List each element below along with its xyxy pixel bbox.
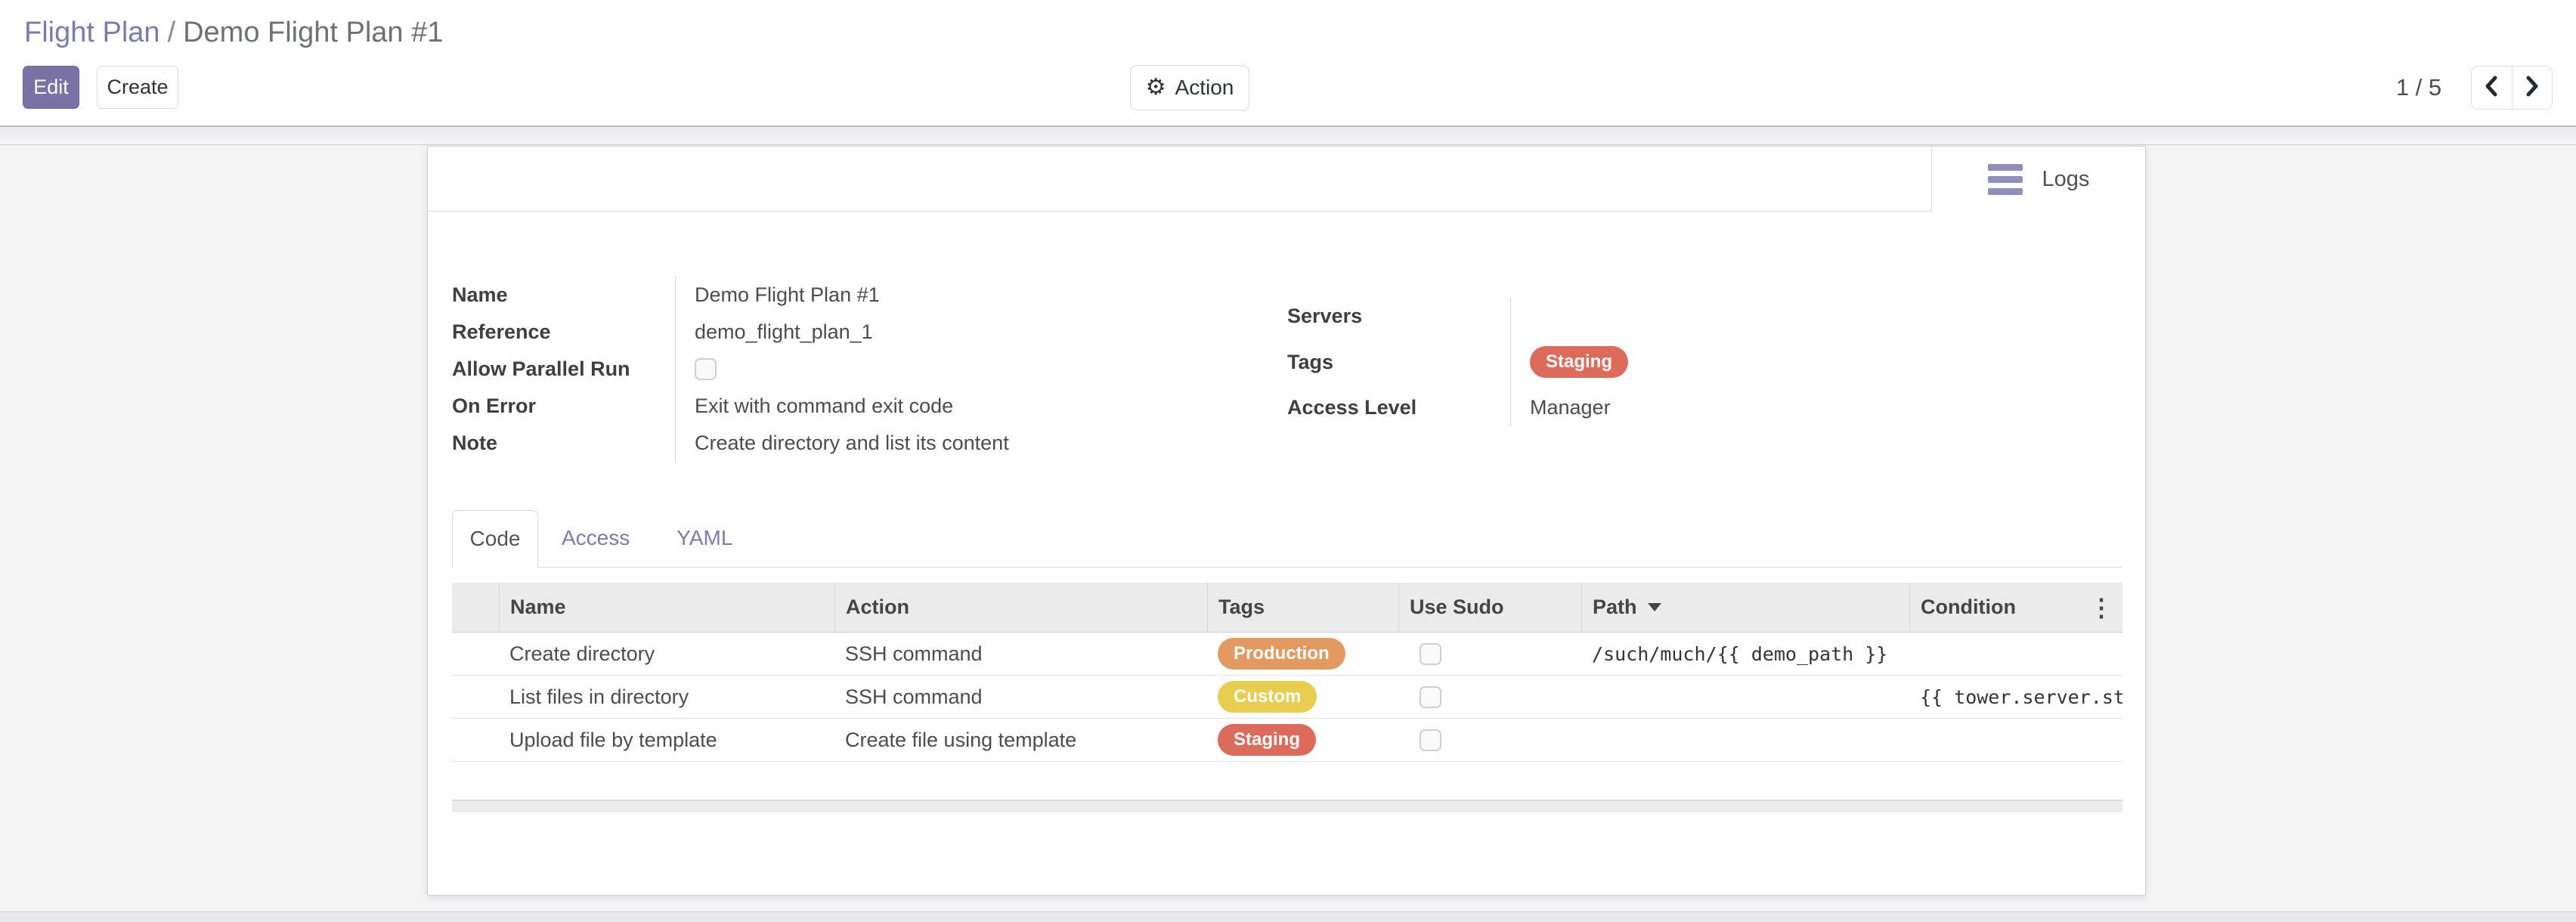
cell-condition [1909,633,2122,675]
tab-yaml[interactable]: YAML [677,526,733,549]
table-scrollbar-horizontal[interactable] [452,800,2122,812]
logs-button[interactable]: Logs [1932,147,2145,212]
cell-action: Create file using template [845,728,1077,751]
cell-use-sudo [1398,719,1581,761]
form-header: Logs [428,147,2145,212]
content-top-scrollbar[interactable] [0,125,2576,145]
column-header-name[interactable]: Name [499,583,834,632]
tab-code[interactable]: Code [452,510,538,568]
chevron-right-icon [2523,74,2541,102]
table-row[interactable]: Upload file by template Create file usin… [452,719,2122,762]
field-value-note: Create directory and list its content [695,432,1009,454]
commands-table: Name Action Tags Use Sudo Path Condition… [452,583,2122,762]
row-handle-cell [452,676,499,718]
logs-icon [1987,163,2023,195]
cell-path [1581,719,1909,761]
breadcrumb-current-record: Demo Flight Plan #1 [183,17,444,48]
field-label-on-error: On Error [452,394,537,417]
column-header-condition[interactable]: Condition [1909,583,2122,632]
chevron-left-icon [2482,74,2500,102]
cell-name: Create directory [509,642,655,665]
divider [1931,147,1932,212]
field-group-left: Name Reference Allow Parallel Run On Err… [452,277,1208,462]
cell-use-sudo [1398,633,1581,675]
cell-path: /such/much/{{ demo_path }} [1592,642,1888,665]
column-header-path[interactable]: Path [1581,583,1909,632]
pager-previous-button[interactable] [2472,67,2513,109]
field-value-reference: demo_flight_plan_1 [695,320,873,343]
field-labels-column: Servers Tags Access Level [1287,298,1511,426]
table-row[interactable]: List files in directory SSH command Cust… [452,676,2122,719]
tag-badge-staging: Staging [1218,724,1316,756]
field-values-column: Staging Manager [1511,298,1968,426]
breadcrumb: Flight Plan / Demo Flight Plan #1 [24,17,443,49]
pager [2471,66,2553,110]
field-label-servers: Servers [1287,305,1363,327]
column-header-use-sudo[interactable]: Use Sudo [1398,583,1581,632]
page-scrollbar-horizontal[interactable] [0,911,2576,922]
field-label-allow-parallel-run: Allow Parallel Run [452,357,630,380]
field-label-tags: Tags [1287,350,1334,373]
field-values-column: Demo Flight Plan #1 demo_flight_plan_1 E… [676,277,1208,462]
cell-action: SSH command [845,685,983,708]
pager-counter[interactable]: 1 / 5 [2395,74,2442,101]
column-header-tags[interactable]: Tags [1207,583,1398,632]
field-value-on-error: Exit with command exit code [695,394,954,417]
edit-button[interactable]: Edit [23,66,79,109]
table-row[interactable]: Create directory SSH command Production … [452,633,2122,676]
tab-access[interactable]: Access [562,526,630,549]
cell-condition: {{ tower.server.st [1920,685,2122,708]
tag-badge-custom: Custom [1218,681,1317,713]
cell-use-sudo [1398,676,1581,718]
field-label-reference: Reference [452,320,551,343]
cell-path [1581,676,1909,718]
cell-tags: Production [1207,633,1398,675]
field-value-access-level: Manager [1530,396,1611,419]
breadcrumb-separator: / [167,17,176,48]
cell-name: List files in directory [509,685,689,708]
notebook-tabs: Code Access YAML [452,509,2122,568]
use-sudo-checkbox[interactable] [1420,729,1441,751]
control-panel: Flight Plan / Demo Flight Plan #1 Edit Cre… [0,0,2576,125]
action-button[interactable]: ⚙ Action [1130,65,1249,110]
column-header-handle [452,583,499,632]
field-label-note: Note [452,432,497,454]
create-button[interactable]: Create [97,66,178,109]
breadcrumb-link-flight-plan[interactable]: Flight Plan [24,17,160,48]
field-label-access-level: Access Level [1287,396,1417,419]
action-button-label: Action [1175,76,1234,99]
cell-name: Upload file by template [509,728,717,751]
tag-badge-staging: Staging [1530,346,1628,378]
gear-icon: ⚙ [1145,75,1166,100]
allow-parallel-run-checkbox[interactable] [695,358,717,380]
field-label-name: Name [452,283,508,306]
table-header-row: Name Action Tags Use Sudo Path Condition… [452,583,2122,633]
form-sheet: Logs Name Reference Allow Parallel Run O… [427,146,2146,896]
pager-next-button[interactable] [2513,67,2553,109]
use-sudo-checkbox[interactable] [1420,685,1441,708]
row-handle-cell [452,719,499,761]
cell-condition [1909,719,2122,761]
use-sudo-checkbox[interactable] [1420,642,1441,665]
field-group-right: Servers Tags Access Level Staging Manage… [1287,298,1968,426]
row-handle-cell [452,633,499,675]
column-header-path-label: Path [1593,596,1637,618]
tag-badge-production: Production [1218,638,1345,670]
cell-tags: Custom [1207,676,1398,718]
logs-button-label: Logs [2042,166,2090,191]
column-header-action[interactable]: Action [834,583,1207,632]
cell-action: SSH command [845,642,983,665]
field-labels-column: Name Reference Allow Parallel Run On Err… [452,277,676,462]
optional-columns-icon[interactable]: ⋮ [2089,594,2113,621]
sort-desc-icon [1647,603,1661,611]
cell-tags: Staging [1207,719,1398,761]
field-value-name: Demo Flight Plan #1 [695,283,880,306]
